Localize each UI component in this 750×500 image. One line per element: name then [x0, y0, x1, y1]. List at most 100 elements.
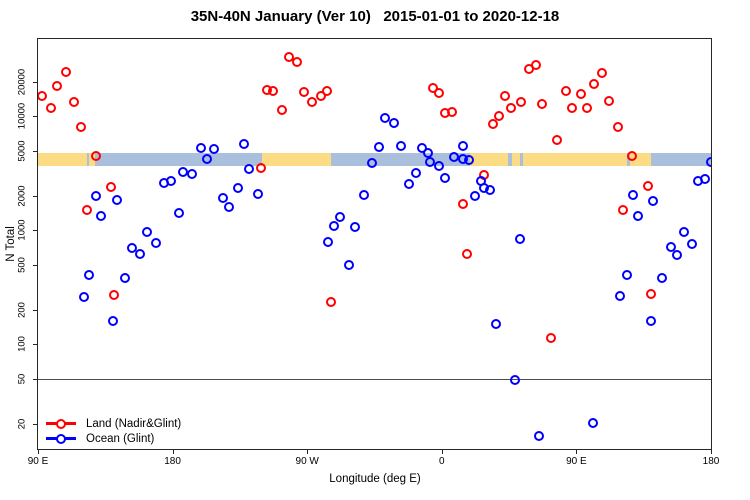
y-tick	[33, 230, 37, 232]
plot-area: Land (Nadir&Glint) Ocean (Glint)	[37, 38, 712, 450]
data-point-land	[560, 85, 571, 96]
x-tick	[711, 450, 712, 454]
surface-band-segment-ocean	[519, 152, 523, 166]
data-point-ocean	[632, 211, 643, 222]
data-point-ocean	[388, 118, 399, 129]
data-point-ocean	[350, 221, 361, 232]
data-point-land	[643, 180, 654, 191]
data-point-ocean	[79, 291, 90, 302]
data-point-ocean	[510, 374, 521, 385]
data-point-ocean	[484, 184, 495, 195]
data-point-ocean	[403, 178, 414, 189]
y-tick	[33, 264, 37, 266]
data-point-land	[596, 67, 607, 78]
data-point-ocean	[196, 142, 206, 153]
data-point-land	[531, 59, 542, 70]
y-tick	[33, 81, 37, 83]
legend-label-ocean: Ocean (Glint)	[86, 432, 155, 445]
data-point-ocean	[173, 207, 184, 218]
data-point-ocean	[628, 190, 639, 200]
x-tick	[576, 450, 578, 454]
data-point-ocean	[457, 140, 468, 151]
data-point-ocean	[112, 195, 123, 206]
y-tick-label: 20	[16, 418, 28, 430]
data-point-land	[68, 96, 79, 107]
legend-marker-land-icon	[46, 418, 76, 430]
data-point-land	[284, 51, 295, 62]
data-point-ocean	[119, 272, 130, 283]
data-point-land	[447, 107, 458, 118]
data-point-ocean	[127, 242, 138, 253]
data-point-ocean	[469, 190, 480, 201]
data-point-land	[276, 104, 287, 115]
y-tick-label: 200	[16, 302, 28, 318]
x-tick-label: 0	[439, 456, 445, 467]
data-point-ocean	[239, 138, 250, 149]
data-point-ocean	[166, 175, 177, 186]
data-point-land	[109, 290, 120, 301]
data-point-ocean	[587, 418, 598, 428]
y-tick	[33, 423, 37, 425]
data-point-land	[581, 103, 592, 114]
data-point-ocean	[233, 182, 244, 193]
data-point-ocean	[134, 248, 145, 259]
x-axis-title: Longitude (deg E)	[329, 473, 421, 485]
data-point-ocean	[706, 157, 711, 168]
data-point-ocean	[686, 238, 697, 249]
data-point-ocean	[463, 154, 474, 165]
data-point-ocean	[218, 193, 229, 203]
y-tick-label: 100	[16, 336, 28, 353]
x-tick	[172, 450, 174, 454]
surface-band-segment-land	[262, 152, 332, 166]
data-point-land	[589, 79, 600, 89]
data-point-land	[46, 103, 57, 114]
x-tick-label: 90 W	[295, 456, 319, 467]
data-point-land	[626, 150, 637, 161]
surface-band-segment-ocean	[651, 152, 711, 166]
surface-band-segment-land	[38, 152, 88, 166]
data-point-land	[566, 103, 577, 114]
data-point-ocean	[646, 316, 657, 327]
data-point-land	[82, 204, 93, 215]
data-point-ocean	[433, 160, 444, 171]
reference-line-50	[38, 378, 711, 380]
legend-marker-ocean-icon	[46, 433, 76, 445]
data-point-ocean	[700, 173, 711, 184]
y-tick	[33, 309, 37, 311]
data-point-land	[299, 87, 310, 98]
data-point-ocean	[534, 430, 544, 441]
legend-item-ocean: Ocean (Glint)	[46, 431, 181, 446]
y-tick	[33, 150, 37, 152]
data-point-land	[61, 66, 72, 77]
y-tick-label: 20000	[16, 68, 28, 96]
data-point-ocean	[323, 236, 334, 247]
data-point-ocean	[329, 221, 340, 232]
surface-band-segment-ocean	[507, 152, 513, 166]
data-point-ocean	[187, 168, 198, 179]
data-point-land	[457, 199, 468, 210]
legend: Land (Nadir&Glint) Ocean (Glint)	[46, 416, 181, 446]
data-point-ocean	[439, 172, 450, 183]
data-point-land	[646, 289, 657, 300]
data-point-land	[551, 134, 562, 145]
data-point-land	[52, 81, 63, 92]
x-tick-label: 180	[702, 456, 720, 467]
x-tick-label: 180	[164, 456, 181, 467]
data-point-ocean	[243, 163, 254, 174]
data-point-ocean	[490, 318, 501, 329]
data-point-ocean	[335, 211, 346, 222]
data-point-land	[326, 296, 337, 307]
surface-band-segment-land	[470, 152, 652, 166]
data-point-ocean	[379, 113, 390, 123]
data-point-ocean	[224, 202, 235, 213]
data-point-ocean	[142, 227, 153, 237]
data-point-ocean	[647, 195, 658, 206]
y-tick-label: 1000	[16, 219, 28, 241]
x-tick-label: 90 E	[566, 456, 587, 467]
data-point-ocean	[671, 250, 682, 261]
x-tick-label: 90 E	[27, 456, 49, 467]
y-tick-label: 5000	[16, 140, 28, 162]
y-tick-label: 50	[16, 373, 28, 384]
data-point-land	[255, 162, 266, 173]
data-point-ocean	[83, 269, 94, 280]
